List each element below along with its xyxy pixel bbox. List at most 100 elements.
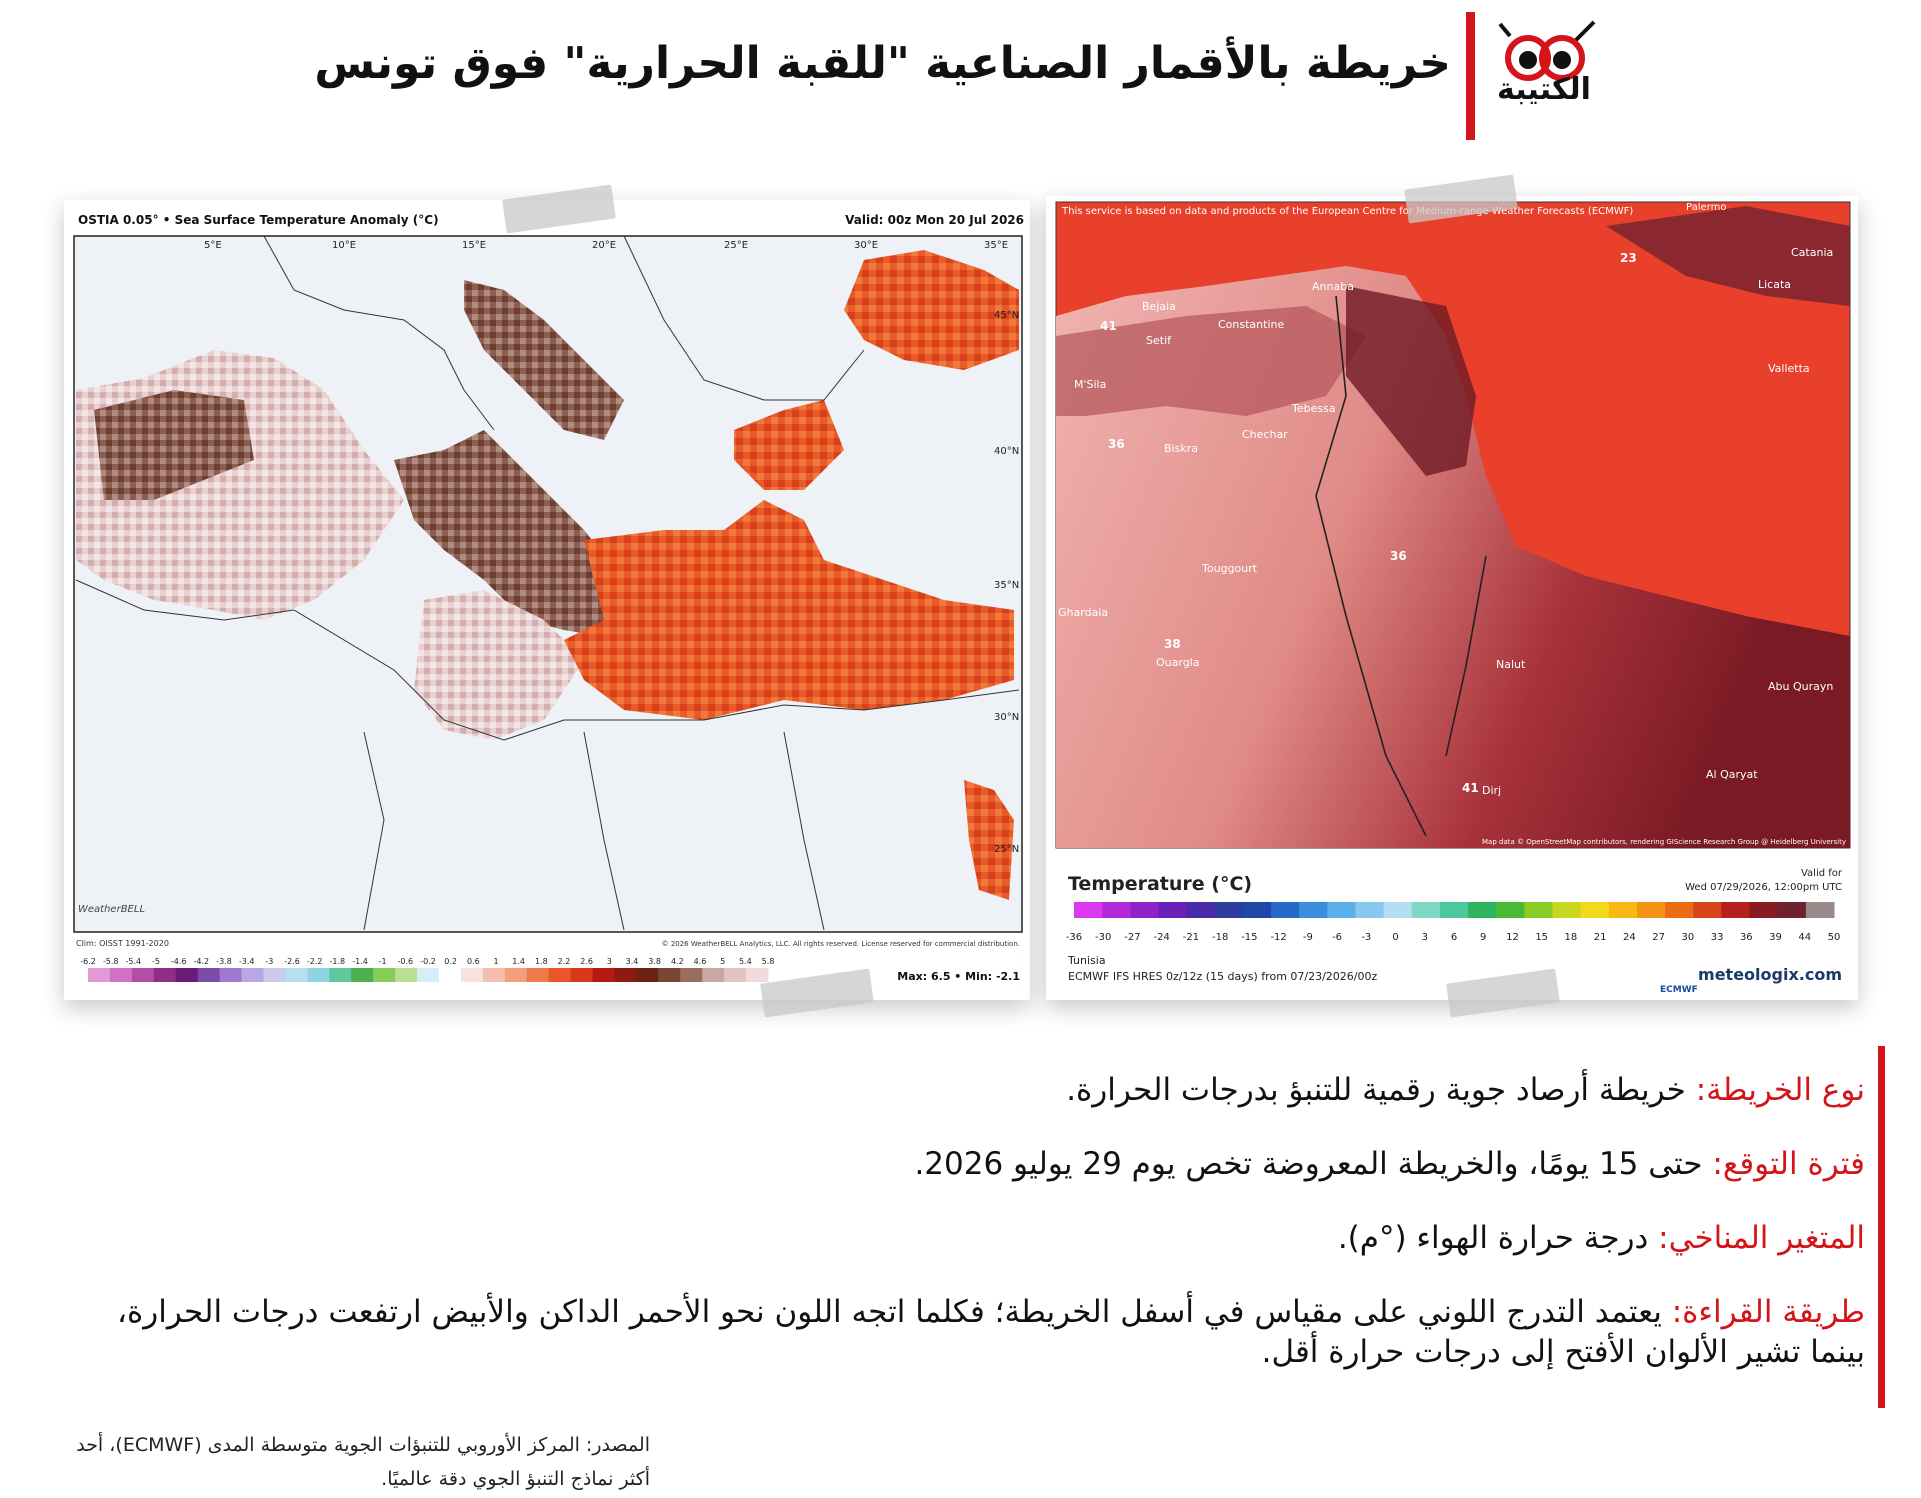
weatherbell-watermark: WeatherBELL <box>78 904 145 915</box>
colorbar-swatch <box>307 968 330 982</box>
scale-tick: -6.2 <box>80 957 96 966</box>
colorbar-swatch <box>1158 902 1188 918</box>
place-label: Ouargla <box>1156 656 1199 669</box>
scale-tick: -4.6 <box>171 957 187 966</box>
colorbar-swatch <box>1580 902 1610 918</box>
lat-label: 45°N <box>994 310 1019 321</box>
scale-tick: 9 <box>1480 932 1486 943</box>
colorbar-swatch <box>285 968 308 982</box>
colorbar-swatch <box>1552 902 1582 918</box>
colorbar-swatch <box>153 968 177 982</box>
scale-tick: -18 <box>1212 932 1228 943</box>
scale-tick: 0.6 <box>467 957 480 966</box>
place-label: Biskra <box>1164 442 1198 455</box>
scale-tick: -3.8 <box>216 957 232 966</box>
sst-valid-time: Valid: 00z Mon 20 Jul 2026 <box>845 213 1024 227</box>
scale-tick: 6 <box>1451 932 1457 943</box>
colorbar-swatch <box>1468 902 1497 918</box>
colorbar-swatch <box>1693 902 1722 918</box>
lon-label: 10°E <box>332 240 356 251</box>
colorbar-swatch <box>636 968 659 982</box>
place-label: Chechar <box>1242 428 1288 441</box>
colorbar-swatch <box>548 968 572 982</box>
scale-tick: -3.4 <box>239 957 255 966</box>
place-label: Bejaia <box>1142 300 1176 313</box>
temp-value: 38 <box>1164 637 1181 651</box>
valid-label: Valid for <box>1801 868 1843 879</box>
colorbar-swatch <box>1439 902 1469 918</box>
colorbar-swatch <box>1242 902 1272 918</box>
colorbar-swatch <box>329 968 352 982</box>
colorbar-swatch <box>680 968 703 982</box>
sst-anomaly-field <box>76 250 1019 900</box>
lat-label: 30°N <box>994 712 1019 723</box>
scale-tick: 2.2 <box>558 957 571 966</box>
region-label: Tunisia <box>1067 954 1106 967</box>
colorbar-swatch <box>1496 902 1525 918</box>
scale-tick: -6 <box>1332 932 1342 943</box>
legend-title: Temperature (°C) <box>1068 873 1252 895</box>
logo-icon <box>1498 20 1596 81</box>
max-min-label: Max: 6.5 • Min: -2.1 <box>897 970 1020 983</box>
colorbar-swatch <box>438 968 462 982</box>
place-label: Dirj <box>1482 784 1501 797</box>
info-accent-bar <box>1878 1046 1885 1408</box>
valid-value: Wed 07/29/2026, 12:00pm UTC <box>1685 882 1842 893</box>
scale-tick: 18 <box>1565 932 1578 943</box>
scale-tick: -4.2 <box>194 957 210 966</box>
place-label: Constantine <box>1218 318 1284 331</box>
scale-tick: 50 <box>1828 932 1841 943</box>
palermo-label: Palermo <box>1686 202 1726 213</box>
lon-label: 30°E <box>854 240 878 251</box>
scale-tick: 3.4 <box>626 957 639 966</box>
scale-tick: -3 <box>1361 932 1371 943</box>
source-note: المصدر: المركز الأوروبي للتنبؤات الجوية … <box>76 1434 650 1490</box>
country-borders <box>1315 295 1487 837</box>
scale-tick: -15 <box>1241 932 1257 943</box>
colorbar-swatch <box>504 968 528 982</box>
page-title: خريطة بالأقمار الصناعية "للقبة الحرارية"… <box>314 38 1451 89</box>
colorbar-swatch <box>1411 902 1441 918</box>
scale-tick: 1.8 <box>535 957 548 966</box>
temperature-colorbar <box>1074 902 1835 918</box>
scale-tick: 0 <box>1392 932 1398 943</box>
lon-label: 35°E <box>984 240 1008 251</box>
colorbar-swatch <box>373 968 396 982</box>
lat-label: 35°N <box>994 580 1019 591</box>
colorbar-swatch <box>746 968 769 982</box>
colorbar-swatch <box>131 968 155 982</box>
scale-tick: -21 <box>1183 932 1199 943</box>
info-forecast-period: فترة التوقع: حتى 15 يومًا، والخريطة المع… <box>914 1146 1865 1182</box>
colorbar-swatch <box>1749 902 1779 918</box>
colorbar-swatch <box>1805 902 1835 918</box>
scale-tick: 1.4 <box>512 957 525 966</box>
clim-note: Clim: OISST 1991-2020 <box>76 939 169 948</box>
lon-label: 15°E <box>462 240 486 251</box>
colorbar-swatch <box>1636 902 1666 918</box>
colorbar-swatch <box>526 968 550 982</box>
scale-tick: 36 <box>1740 932 1753 943</box>
scale-tick: -36 <box>1066 932 1082 943</box>
temp-value: 36 <box>1108 437 1125 451</box>
scale-tick: -5.4 <box>126 957 142 966</box>
colorbar-swatch <box>1665 902 1694 918</box>
temp-value: 41 <box>1100 319 1117 333</box>
colorbar-swatch <box>1524 902 1554 918</box>
scale-tick: -2.6 <box>284 957 300 966</box>
place-label: Tebessa <box>1291 402 1336 415</box>
colorbar-swatch <box>570 968 594 982</box>
sst-anomaly-map: OSTIA 0.05° • Sea Surface Temperature An… <box>73 213 1024 983</box>
place-label: Al Qaryat <box>1706 768 1758 781</box>
colorbar-swatch <box>351 968 374 982</box>
colorbar-swatch <box>1777 902 1807 918</box>
place-label: Valletta <box>1768 362 1810 375</box>
scale-tick: 27 <box>1652 932 1665 943</box>
scale-tick: 12 <box>1506 932 1519 943</box>
colorbar-swatch <box>1130 902 1159 918</box>
place-label: M'Sila <box>1074 378 1106 391</box>
scale-tick: 24 <box>1623 932 1636 943</box>
scale-tick: -0.6 <box>398 957 414 966</box>
colorbar-swatch <box>241 968 264 982</box>
temperature-forecast-map-card: This service is based on data and produc… <box>1046 196 1858 1000</box>
place-label: Touggourt <box>1201 562 1258 575</box>
